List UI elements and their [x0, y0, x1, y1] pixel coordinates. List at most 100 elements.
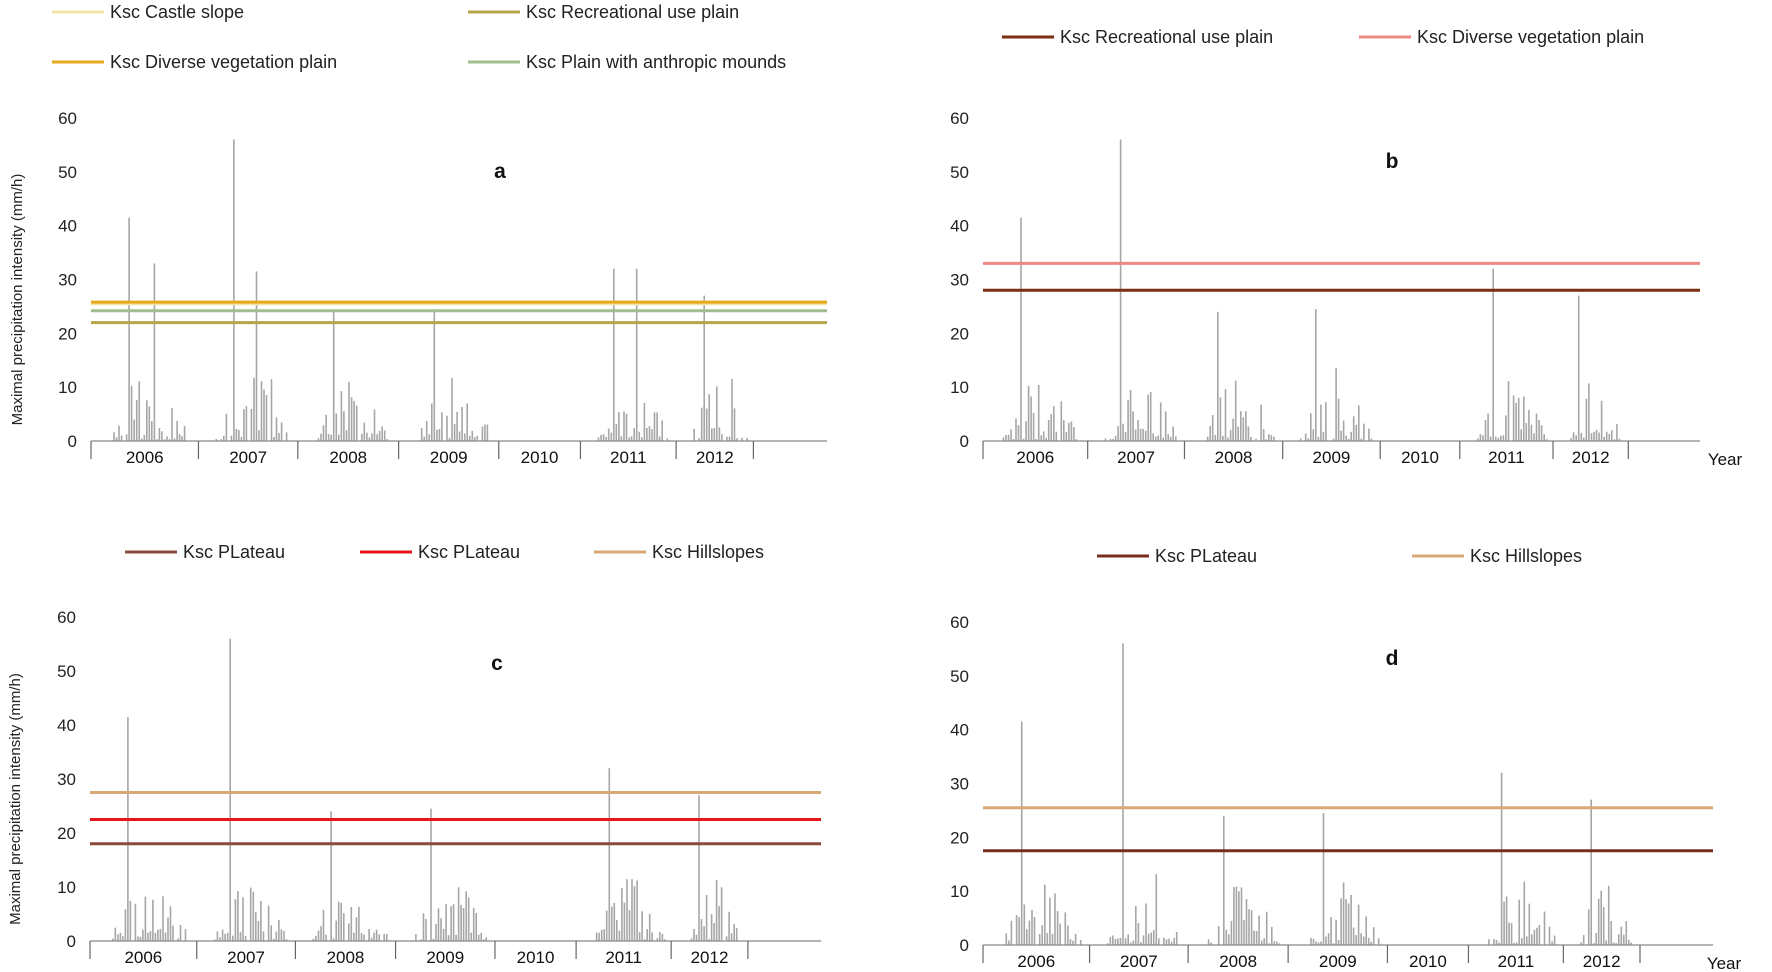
bar-2011 [1482, 435, 1484, 441]
bar-2008 [1260, 940, 1263, 945]
bar-2009 [1340, 898, 1342, 945]
bar-2007 [244, 936, 247, 941]
bar-2012 [1600, 890, 1602, 945]
bar-2011 [608, 768, 611, 941]
bar-2008 [348, 923, 350, 941]
bar-2011 [600, 434, 602, 441]
bar-2006 [118, 425, 120, 441]
bar-2008 [1258, 915, 1260, 945]
bar-2011 [1492, 268, 1494, 441]
bar-2009 [440, 918, 442, 941]
bar-2006 [1051, 933, 1054, 945]
bar-2011 [621, 888, 623, 941]
bar-2007 [215, 439, 218, 441]
bar-2012 [693, 428, 695, 441]
bar-2012 [728, 911, 730, 941]
bar-2008 [1217, 311, 1219, 441]
bar-2009 [453, 424, 456, 441]
bar-2007 [1170, 941, 1173, 945]
bar-2009 [481, 426, 484, 441]
bar-2009 [1355, 424, 1358, 441]
bar-2006 [117, 934, 119, 941]
bar-2008 [312, 938, 315, 941]
bar-2012 [1595, 933, 1597, 945]
bar-2006 [161, 431, 163, 441]
bar-2006 [1050, 413, 1052, 441]
bar-2011 [1545, 439, 1548, 441]
bar-2008 [360, 933, 363, 941]
bar-2012 [735, 928, 738, 941]
bar-2008 [381, 426, 383, 441]
bar-2009 [1337, 398, 1340, 441]
bar-2007 [1173, 937, 1175, 945]
bar-2011 [1548, 926, 1551, 945]
bar-2006 [125, 434, 128, 441]
bar-2007 [225, 413, 228, 441]
bar-2012 [693, 929, 695, 941]
bar-2008 [1271, 927, 1273, 945]
bar-2009 [470, 932, 472, 941]
y-tick-label: 20 [950, 324, 969, 343]
bar-2007 [245, 406, 248, 441]
x-tick-label: 2010 [521, 448, 559, 467]
bar-2006 [134, 903, 137, 941]
bar-2012 [708, 939, 710, 941]
chart-panel-c: 0 10 20 30 40 50 60 Maximal precipitation inten… [7, 542, 821, 967]
bar-2008 [350, 397, 353, 441]
y-axis-label: Maximal precipitation intensity (mm/h) [9, 174, 26, 426]
bar-2009 [482, 939, 485, 941]
x-tick-label: 2012 [1583, 952, 1621, 971]
bar-2007 [253, 377, 255, 441]
bar-2011 [1484, 420, 1487, 441]
bar-2008 [1224, 389, 1227, 441]
bar-2007 [278, 919, 280, 941]
bar-2009 [462, 908, 465, 941]
bar-2007 [257, 921, 260, 941]
bar-2011 [1528, 409, 1530, 441]
bar-2011 [656, 412, 658, 441]
bar-2007 [1149, 391, 1152, 441]
bar-2007 [258, 430, 260, 441]
bar-2011 [631, 879, 633, 941]
bar-2012 [1588, 383, 1590, 441]
bar-2007 [272, 938, 275, 941]
bar-2009 [1325, 936, 1327, 945]
bar-2006 [1054, 893, 1056, 945]
bar-2008 [1265, 439, 1267, 441]
bar-2009 [445, 904, 447, 941]
bar-2007 [1152, 930, 1155, 945]
panel-label: a [494, 160, 506, 183]
bar-2008 [1278, 943, 1281, 945]
bar-2009 [1360, 438, 1363, 441]
bar-2006 [1028, 920, 1031, 945]
bar-2009 [1350, 895, 1352, 945]
bars-group [1002, 139, 1621, 441]
bar-2009 [480, 933, 482, 941]
bar-2008 [1248, 909, 1250, 945]
bar-2008 [343, 411, 345, 441]
bar-2008 [335, 413, 338, 441]
bar-2012 [1630, 942, 1633, 945]
bar-2007 [1165, 939, 1168, 945]
y-tick-label: 20 [58, 324, 77, 343]
bar-2006 [1032, 413, 1035, 441]
bar-2006 [158, 428, 161, 441]
bar-2011 [1543, 434, 1545, 441]
bar-2011 [1528, 903, 1531, 945]
bar-2008 [343, 913, 345, 941]
bar-2006 [1070, 421, 1073, 441]
bar-2007 [1114, 938, 1117, 945]
bar-2012 [1572, 432, 1575, 441]
bar-2012 [720, 887, 723, 941]
bar-2008 [378, 934, 380, 941]
bar-2007 [1150, 932, 1152, 945]
bar-2011 [613, 902, 616, 941]
bar-2008 [1233, 887, 1235, 945]
x-tick-label: 2010 [1401, 448, 1439, 467]
bar-2009 [1367, 937, 1370, 945]
bar-2008 [1230, 920, 1233, 945]
bar-2012 [746, 437, 748, 441]
bar-2012 [1625, 921, 1628, 945]
bar-2009 [1365, 916, 1367, 945]
bar-2007 [280, 422, 283, 441]
